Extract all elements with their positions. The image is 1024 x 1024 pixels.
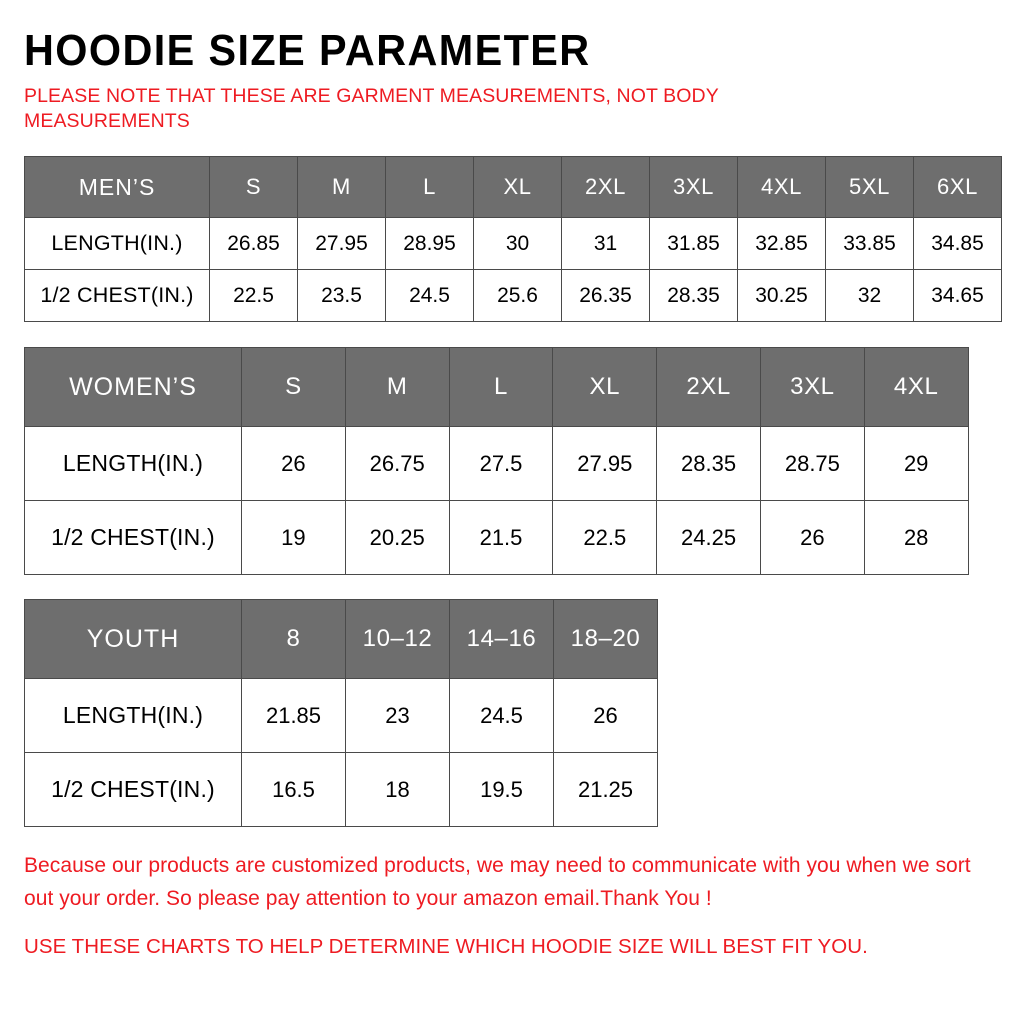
cell: 23.5	[297, 269, 386, 322]
youth-table-head: YOUTH 8 10–12 14–16 18–20	[24, 599, 658, 679]
table-row: LENGTH(IN.) 26 26.75 27.5 27.95 28.35 28…	[24, 426, 969, 501]
cell: 22.5	[209, 269, 298, 322]
mens-col-header: M	[297, 156, 386, 218]
mens-col-header: 6XL	[913, 156, 1002, 218]
cell: 28	[863, 500, 969, 575]
youth-header-row: YOUTH 8 10–12 14–16 18–20	[24, 599, 658, 679]
customization-note: Because our products are customized prod…	[24, 854, 971, 910]
cell: 19.5	[449, 752, 554, 827]
row-label: 1/2 CHEST(IN.)	[24, 752, 242, 827]
cell: 19	[241, 500, 346, 575]
youth-col-header: 18–20	[553, 599, 658, 679]
cell: 31.85	[649, 217, 738, 270]
table-row: 1/2 CHEST(IN.) 19 20.25 21.5 22.5 24.25 …	[24, 500, 969, 575]
mens-header-row: MEN’S S M L XL 2XL 3XL 4XL 5XL 6XL	[24, 156, 1002, 218]
cell: 34.85	[913, 217, 1002, 270]
womens-col-header: 2XL	[656, 347, 761, 427]
cell: 22.5	[552, 500, 658, 575]
womens-col-header: XL	[552, 347, 658, 427]
cell: 30	[473, 217, 562, 270]
cell: 31	[561, 217, 650, 270]
youth-table-label: YOUTH	[24, 599, 242, 679]
cell: 20.25	[344, 500, 450, 575]
cell: 34.65	[913, 269, 1002, 322]
cell: 26	[241, 426, 346, 501]
cell: 26.35	[561, 269, 650, 322]
youth-col-header: 10–12	[345, 599, 450, 679]
cell: 28.35	[656, 426, 761, 501]
row-label: LENGTH(IN.)	[24, 426, 242, 501]
youth-table-body: LENGTH(IN.) 21.85 23 24.5 26 1/2 CHEST(I…	[24, 678, 658, 827]
cell: 18	[345, 752, 450, 827]
mens-col-header: S	[209, 156, 298, 218]
womens-table-label: WOMEN’S	[24, 347, 242, 427]
row-label: LENGTH(IN.)	[24, 678, 242, 753]
row-label: LENGTH(IN.)	[24, 217, 210, 270]
measurement-disclaimer: PLEASE NOTE THAT THESE ARE GARMENT MEASU…	[24, 85, 719, 132]
mens-table-body: LENGTH(IN.) 26.85 27.95 28.95 30 31 31.8…	[24, 217, 1002, 322]
womens-col-header: S	[241, 347, 346, 427]
mens-table-label: MEN’S	[24, 156, 210, 218]
youth-col-header: 14–16	[449, 599, 554, 679]
cell: 21.5	[448, 500, 554, 575]
mens-col-header: 5XL	[825, 156, 914, 218]
mens-col-header: 2XL	[561, 156, 650, 218]
womens-table-head: WOMEN’S S M L XL 2XL 3XL 4XL	[24, 347, 969, 427]
cell: 33.85	[825, 217, 914, 270]
cell: 26.85	[209, 217, 298, 270]
mens-table-head: MEN’S S M L XL 2XL 3XL 4XL 5XL 6XL	[24, 156, 1002, 218]
womens-size-table: WOMEN’S S M L XL 2XL 3XL 4XL LENGTH(IN.)…	[24, 347, 969, 575]
cell: 30.25	[737, 269, 826, 322]
cell: 21.25	[553, 752, 658, 827]
cell: 24.5	[385, 269, 474, 322]
womens-col-header: 4XL	[863, 347, 969, 427]
mens-col-header: XL	[473, 156, 562, 218]
cell: 28.35	[649, 269, 738, 322]
cell: 23	[345, 678, 450, 753]
mens-size-table: MEN’S S M L XL 2XL 3XL 4XL 5XL 6XL LENGT…	[24, 156, 1002, 322]
cell: 29	[863, 426, 969, 501]
cell: 32	[825, 269, 914, 322]
cell: 27.5	[448, 426, 554, 501]
cell: 28.95	[385, 217, 474, 270]
cell: 25.6	[473, 269, 562, 322]
mens-col-header: 3XL	[649, 156, 738, 218]
mens-col-header: L	[385, 156, 474, 218]
table-row: 1/2 CHEST(IN.) 16.5 18 19.5 21.25	[24, 752, 658, 827]
cell: 24.5	[449, 678, 554, 753]
cell: 16.5	[241, 752, 346, 827]
cell: 27.95	[552, 426, 658, 501]
youth-col-header: 8	[241, 599, 346, 679]
table-row: 1/2 CHEST(IN.) 22.5 23.5 24.5 25.6 26.35…	[24, 269, 1002, 322]
row-label: 1/2 CHEST(IN.)	[24, 500, 242, 575]
chart-usage-note: USE THESE CHARTS TO HELP DETERMINE WHICH…	[24, 935, 868, 958]
cell: 26	[553, 678, 658, 753]
cell: 26.75	[344, 426, 450, 501]
cell: 27.95	[297, 217, 386, 270]
womens-header-row: WOMEN’S S M L XL 2XL 3XL 4XL	[24, 347, 969, 427]
womens-table-body: LENGTH(IN.) 26 26.75 27.5 27.95 28.35 28…	[24, 426, 969, 575]
cell: 24.25	[656, 500, 761, 575]
cell: 28.75	[759, 426, 865, 501]
mens-col-header: 4XL	[737, 156, 826, 218]
youth-size-table: YOUTH 8 10–12 14–16 18–20 LENGTH(IN.) 21…	[24, 599, 658, 827]
womens-col-header: 3XL	[759, 347, 865, 427]
row-label: 1/2 CHEST(IN.)	[24, 269, 210, 322]
cell: 32.85	[737, 217, 826, 270]
womens-col-header: M	[344, 347, 450, 427]
womens-col-header: L	[448, 347, 554, 427]
table-row: LENGTH(IN.) 21.85 23 24.5 26	[24, 678, 658, 753]
page-title: HOODIE SIZE PARAMETER	[24, 26, 591, 75]
table-row: LENGTH(IN.) 26.85 27.95 28.95 30 31 31.8…	[24, 217, 1002, 270]
cell: 21.85	[241, 678, 346, 753]
cell: 26	[759, 500, 865, 575]
